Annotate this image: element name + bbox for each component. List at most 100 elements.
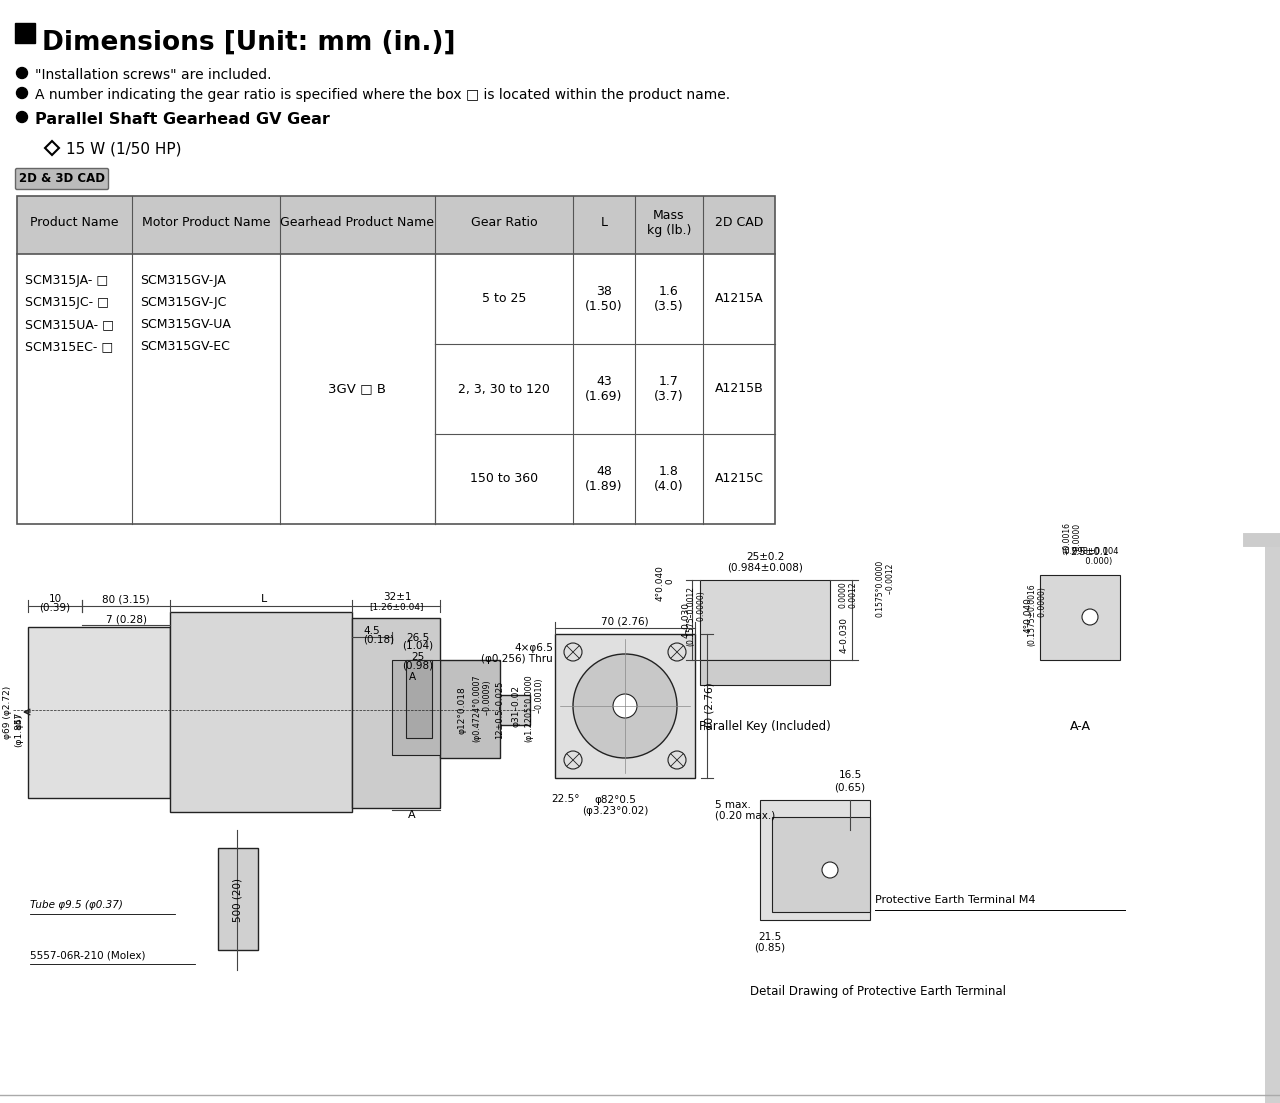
- Text: (0.98): (0.98): [402, 660, 434, 670]
- Text: φ69 (φ2.72): φ69 (φ2.72): [4, 685, 13, 739]
- Text: 25: 25: [411, 652, 425, 662]
- Text: 25±0.2: 25±0.2: [746, 552, 785, 563]
- Text: (φ3.23°0.02): (φ3.23°0.02): [582, 806, 648, 816]
- Text: L: L: [261, 595, 268, 604]
- Text: (0.1575±0.0016
           0.0000): (0.1575±0.0016 0.0000): [1028, 583, 1047, 646]
- Bar: [170, 612, 352, 812]
- Text: A1215B: A1215B: [714, 383, 763, 396]
- Text: A-A: A-A: [1070, 720, 1091, 733]
- Text: (0.984±0.008): (0.984±0.008): [727, 563, 803, 572]
- Text: (φ0.256) Thru: (φ0.256) Thru: [481, 654, 553, 664]
- Text: SCM315JA- □: SCM315JA- □: [26, 274, 108, 287]
- Text: Product Name: Product Name: [31, 216, 119, 229]
- Text: 1.8
(4.0): 1.8 (4.0): [654, 465, 684, 493]
- Text: 0.1575°0.0000
        –0.0012: 0.1575°0.0000 –0.0012: [876, 560, 895, 618]
- Bar: [556, 634, 695, 778]
- Bar: [218, 848, 259, 950]
- Text: Gear Ratio: Gear Ratio: [471, 216, 538, 229]
- Text: 4–0.030: 4–0.030: [681, 602, 690, 638]
- Circle shape: [17, 87, 27, 98]
- Bar: [700, 660, 829, 685]
- Text: 70 (2.76): 70 (2.76): [602, 615, 649, 627]
- Text: (0.098±0.004
       0.000): (0.098±0.004 0.000): [1061, 547, 1119, 566]
- Text: 500 (20): 500 (20): [232, 878, 242, 922]
- Circle shape: [822, 863, 838, 878]
- Text: (φ0.4724°0.0007
        –0.0009): (φ0.4724°0.0007 –0.0009): [472, 674, 492, 742]
- Text: 4.5: 4.5: [364, 627, 380, 636]
- Circle shape: [1082, 609, 1098, 625]
- Circle shape: [564, 643, 582, 661]
- Text: A number indicating the gear ratio is specified where the box □ is located withi: A number indicating the gear ratio is sp…: [35, 88, 730, 101]
- Text: φ12°0.018: φ12°0.018: [457, 686, 466, 733]
- Text: (0.39): (0.39): [40, 603, 70, 613]
- Text: φ82°0.5: φ82°0.5: [594, 795, 636, 805]
- Text: 3GV □ B: 3GV □ B: [329, 383, 387, 396]
- Text: 70 (2.76): 70 (2.76): [704, 682, 714, 730]
- Text: 4°0.040: 4°0.040: [1024, 597, 1033, 633]
- Text: 5 max.: 5 max.: [716, 800, 751, 810]
- Bar: [392, 660, 440, 754]
- Text: 16.5
(0.65): 16.5 (0.65): [835, 770, 865, 792]
- Text: SCM315GV-EC: SCM315GV-EC: [140, 340, 230, 353]
- Text: 43
(1.69): 43 (1.69): [585, 375, 622, 403]
- Text: SCM315UA- □: SCM315UA- □: [26, 318, 114, 331]
- Text: 5 to 25: 5 to 25: [481, 292, 526, 306]
- Text: (0.1575–0.0012
        0.0000): (0.1575–0.0012 0.0000): [686, 586, 705, 646]
- Circle shape: [668, 643, 686, 661]
- Text: 5557-06R-210 (Molex): 5557-06R-210 (Molex): [29, 950, 146, 960]
- Bar: [500, 695, 530, 725]
- Text: 38
(1.50): 38 (1.50): [585, 285, 623, 313]
- Text: 2D CAD: 2D CAD: [714, 216, 763, 229]
- Text: 4–0.030: 4–0.030: [840, 617, 849, 653]
- Circle shape: [17, 111, 27, 122]
- Text: 26.5: 26.5: [406, 633, 430, 643]
- Circle shape: [613, 694, 637, 718]
- Circle shape: [17, 67, 27, 78]
- Text: 15 W (1/50 HP): 15 W (1/50 HP): [67, 141, 182, 156]
- Bar: [406, 660, 433, 738]
- Circle shape: [564, 751, 582, 769]
- Text: Protective Earth Terminal M4: Protective Earth Terminal M4: [876, 895, 1036, 904]
- Text: Motor Product Name: Motor Product Name: [142, 216, 270, 229]
- Text: 4×φ6.5: 4×φ6.5: [515, 643, 553, 653]
- Text: "Installation screws" are included.: "Installation screws" are included.: [35, 68, 271, 82]
- Text: (0.85): (0.85): [754, 942, 786, 952]
- Text: 1.7
(3.7): 1.7 (3.7): [654, 375, 684, 403]
- Circle shape: [668, 751, 686, 769]
- Text: (1.04): (1.04): [402, 641, 434, 651]
- Text: Parallel Key (Included): Parallel Key (Included): [699, 720, 831, 733]
- Text: 2, 3, 30 to 120: 2, 3, 30 to 120: [458, 383, 550, 396]
- Text: (0.20 max.): (0.20 max.): [716, 811, 776, 821]
- Bar: [440, 660, 500, 758]
- Text: A: A: [408, 672, 416, 682]
- Text: Dimensions [Unit: mm (in.)]: Dimensions [Unit: mm (in.)]: [42, 30, 456, 56]
- Text: 21.5: 21.5: [758, 932, 782, 942]
- Text: A: A: [408, 810, 416, 820]
- Bar: [352, 618, 440, 808]
- Text: φ31–0.02: φ31–0.02: [512, 685, 521, 727]
- Bar: [17, 196, 774, 524]
- Text: SCM315GV-UA: SCM315GV-UA: [140, 318, 230, 331]
- Text: 22.5°: 22.5°: [550, 794, 580, 804]
- Text: SCM315GV-JC: SCM315GV-JC: [140, 296, 227, 309]
- Bar: [1265, 540, 1280, 1103]
- Text: +0.0016
 0.0000: +0.0016 0.0000: [1062, 522, 1082, 555]
- Bar: [15, 23, 35, 43]
- Text: (φ1.2205°0.0000
          –0.0010): (φ1.2205°0.0000 –0.0010): [525, 674, 544, 742]
- Text: (0.18): (0.18): [364, 635, 394, 645]
- Text: SCM315GV-JA: SCM315GV-JA: [140, 274, 225, 287]
- Text: 48
(1.89): 48 (1.89): [585, 465, 623, 493]
- Text: 2D & 3D CAD: 2D & 3D CAD: [19, 172, 105, 185]
- Text: Mass
kg (lb.): Mass kg (lb.): [646, 208, 691, 237]
- Text: Gearhead Product Name: Gearhead Product Name: [280, 216, 434, 229]
- Bar: [700, 580, 829, 660]
- Bar: [772, 817, 870, 912]
- Bar: [28, 627, 170, 797]
- Text: φ47: φ47: [14, 711, 23, 729]
- Text: L: L: [600, 216, 608, 229]
- Bar: [760, 800, 870, 920]
- Text: A1215C: A1215C: [714, 472, 763, 485]
- Text: 0.0000
0.0012: 0.0000 0.0012: [838, 581, 858, 609]
- Text: A1215A: A1215A: [714, 292, 763, 306]
- Text: SCM315JC- □: SCM315JC- □: [26, 296, 109, 309]
